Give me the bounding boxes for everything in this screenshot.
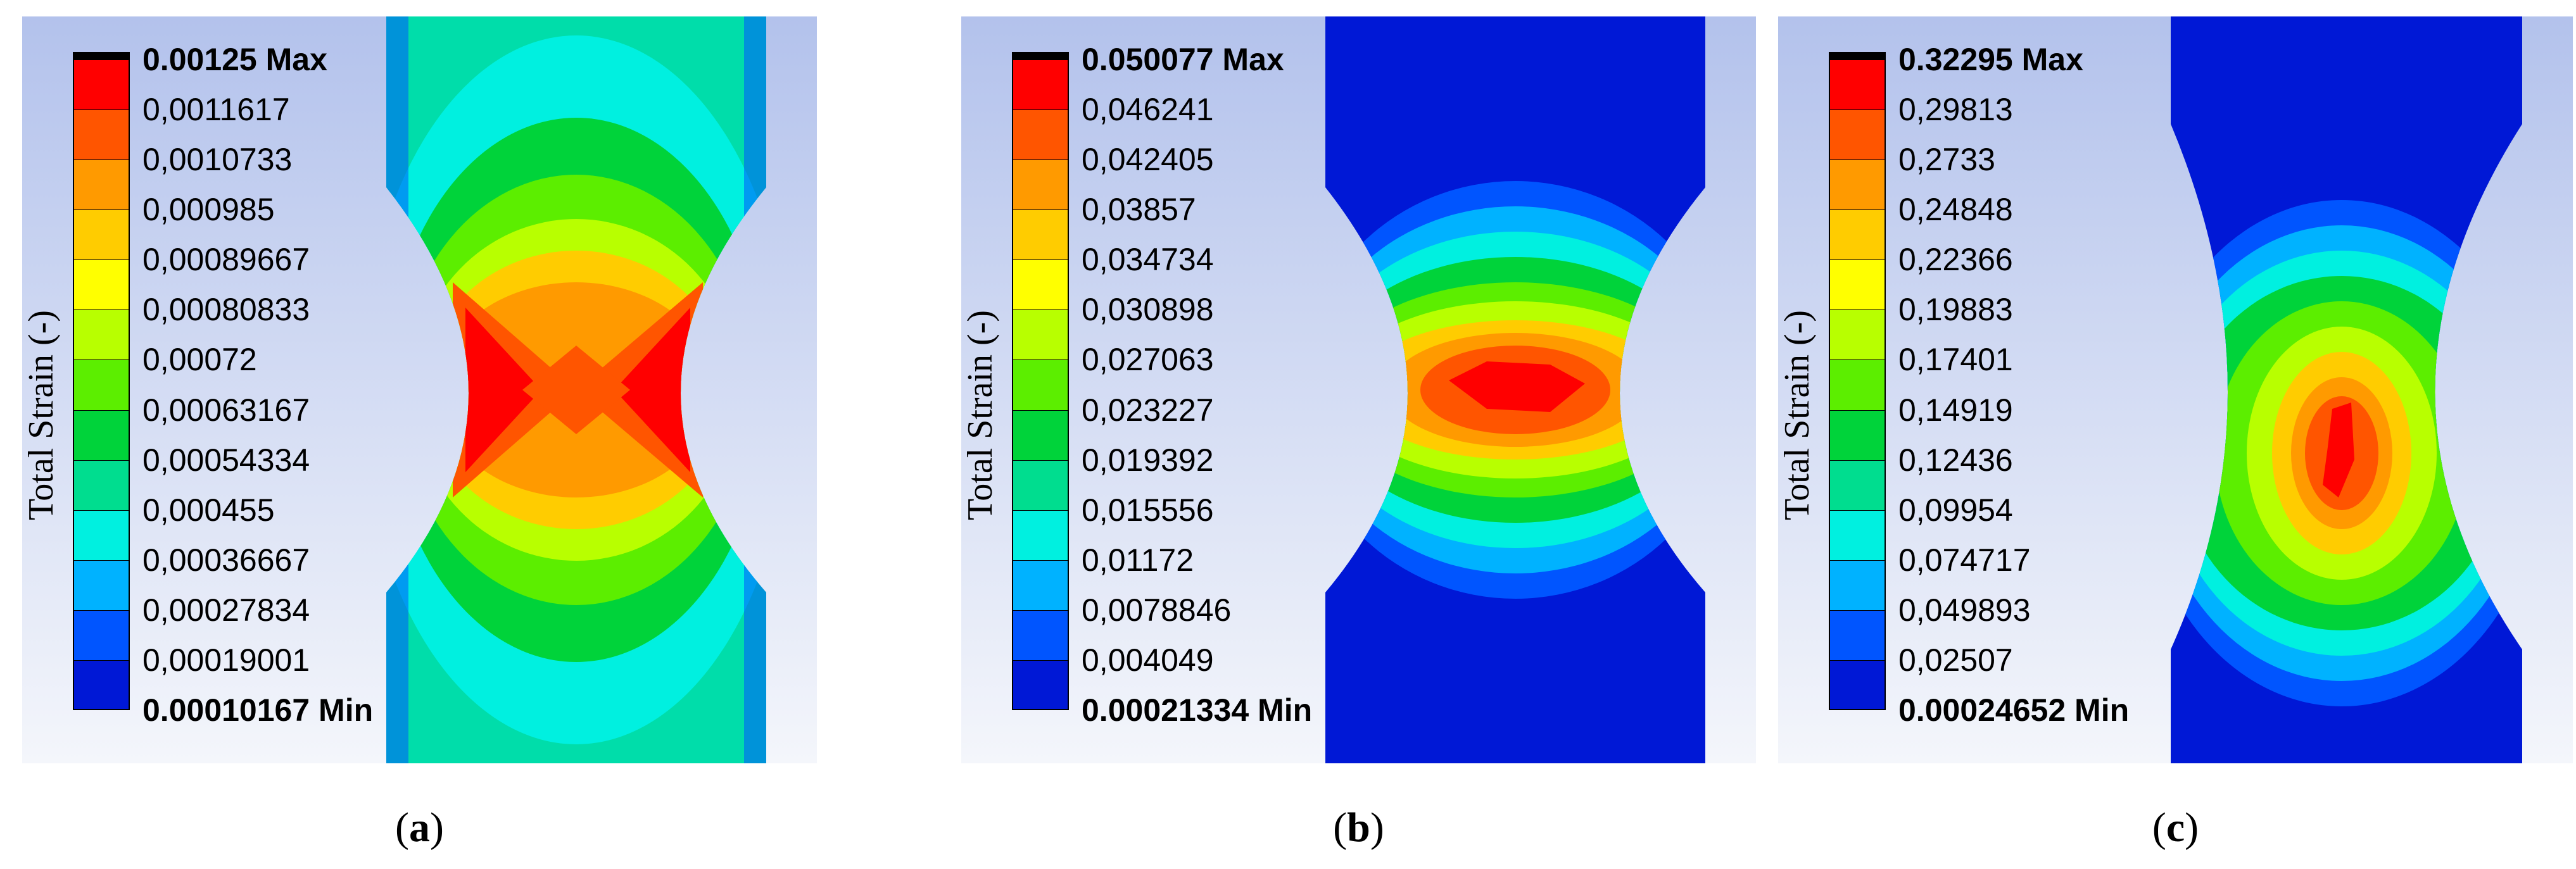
- legend-tick-label: 0,03857: [1082, 192, 1196, 228]
- legend-tick-label: 0,042405: [1082, 142, 1214, 178]
- legend-tick-label: 0,00019001: [142, 642, 310, 678]
- legend-tick-label: 0,0011617: [142, 92, 290, 128]
- legend-swatch: [1012, 259, 1069, 310]
- legend-tick-label: 0,17401: [1898, 342, 2013, 378]
- legend-swatch: [1829, 209, 1886, 260]
- legend-min-label: 0.00024652 Min: [1898, 692, 2130, 728]
- legend-swatch: [1829, 460, 1886, 510]
- legend-tick-label: 0,00054334: [142, 442, 310, 478]
- legend-tick-label: 0,049893: [1898, 592, 2031, 628]
- legend-swatch: [73, 309, 130, 360]
- legend-tick-label: 0,19883: [1898, 292, 2013, 328]
- legend-tick-label: 0,00063167: [142, 392, 310, 428]
- legend-tick-label: 0,027063: [1082, 342, 1214, 378]
- axis-title: Total Strain (-): [961, 310, 1000, 520]
- legend-swatch: [1012, 510, 1069, 560]
- legend-min-label: 0.00010167 Min: [142, 692, 374, 728]
- legend-max-label: 0.32295 Max: [1898, 42, 2083, 77]
- legend-tick-label: 0,24848: [1898, 192, 2013, 228]
- legend-swatch: [73, 109, 130, 160]
- color-scale-legend-a: [73, 52, 130, 710]
- legend-swatch: [1829, 259, 1886, 310]
- legend-tick-label: 0,22366: [1898, 242, 2013, 278]
- legend-swatch: [73, 359, 130, 410]
- legend-tick-label: 0,00080833: [142, 292, 310, 328]
- color-scale-legend-c: [1829, 52, 1886, 710]
- legend-tick-label: 0,00027834: [142, 592, 310, 628]
- legend-frame: [1829, 52, 1886, 710]
- legend-swatch: [1012, 159, 1069, 210]
- legend-max-label: 0.00125 Max: [142, 42, 327, 77]
- legend-min-label: 0.00021334 Min: [1082, 692, 1313, 728]
- legend-swatch: [1829, 59, 1886, 110]
- legend-tick-label: 0,09954: [1898, 492, 2013, 528]
- legend-swatch: [1012, 460, 1069, 510]
- legend-max-label: 0.050077 Max: [1082, 42, 1284, 77]
- legend-swatch: [1012, 660, 1069, 710]
- legend-swatch: [73, 259, 130, 310]
- legend-swatch: [1012, 309, 1069, 360]
- legend-tick-label: 0,2733: [1898, 142, 1995, 178]
- legend-swatch: [73, 560, 130, 610]
- legend-swatch: [1012, 610, 1069, 660]
- legend-tick-label: 0,02507: [1898, 642, 2013, 678]
- legend-tick-label: 0,000985: [142, 192, 275, 228]
- panel-a: Total Strain (-) (a) 0.00125 Max 0,001161…: [22, 16, 817, 851]
- legend-swatch: [1829, 409, 1886, 460]
- legend-tick-label: 0,14919: [1898, 392, 2013, 428]
- legend-tick-label: 0,034734: [1082, 242, 1214, 278]
- legend-swatch: [73, 510, 130, 560]
- legend-tick-label: 0,01172: [1082, 542, 1194, 578]
- legend-swatch: [1012, 209, 1069, 260]
- legend-tick-label: 0,00089667: [142, 242, 310, 278]
- legend-swatch: [73, 660, 130, 710]
- legend-swatch: [1012, 59, 1069, 110]
- legend-tick-label: 0,29813: [1898, 92, 2013, 128]
- panel-label-b: (b): [1333, 804, 1384, 851]
- panel-c: Total Strain (-) (c) 0.32295 Max 0,29813 0…: [1777, 16, 2573, 851]
- axis-title: Total Strain (-): [22, 310, 61, 520]
- legend-swatch: [1829, 510, 1886, 560]
- axis-title: Total Strain (-): [1777, 310, 1817, 520]
- legend-swatch: [1012, 359, 1069, 410]
- legend-swatch: [1829, 660, 1886, 710]
- panel-b: Total Strain (-) (b) 0.050077 Max 0,04624…: [961, 16, 1756, 851]
- legend-tick-label: 0,074717: [1898, 542, 2031, 578]
- legend-tick-label: 0,0010733: [142, 142, 293, 178]
- legend-swatch: [1829, 359, 1886, 410]
- legend-tick-label: 0,015556: [1082, 492, 1214, 528]
- legend-swatch: [73, 610, 130, 660]
- contour-plot-a: [22, 16, 817, 763]
- legend-tick-label: 0,0078846: [1082, 592, 1232, 628]
- panel-label-a: (a): [395, 804, 444, 851]
- legend-swatch: [73, 409, 130, 460]
- contour-plot-c: [1778, 16, 2573, 763]
- legend-tick-label: 0,004049: [1082, 642, 1214, 678]
- legend-swatch: [73, 159, 130, 210]
- legend-tick-label: 0,00072: [142, 342, 257, 378]
- legend-swatch: [1012, 409, 1069, 460]
- legend-tick-label: 0,00036667: [142, 542, 310, 578]
- legend-tick-label: 0,046241: [1082, 92, 1214, 128]
- legend-swatch: [1829, 159, 1886, 210]
- legend-swatch: [1829, 610, 1886, 660]
- legend-swatch: [73, 59, 130, 110]
- legend-tick-label: 0,030898: [1082, 292, 1214, 328]
- color-scale-legend-b: [1012, 52, 1069, 710]
- legend-swatch: [1829, 560, 1886, 610]
- legend-swatch: [73, 209, 130, 260]
- contour-plot-b: [961, 16, 1756, 763]
- legend-tick-label: 0,019392: [1082, 442, 1214, 478]
- legend-swatch: [73, 460, 130, 510]
- legend-swatch: [1012, 109, 1069, 160]
- legend-frame: [1012, 52, 1069, 710]
- legend-tick-label: 0,000455: [142, 492, 275, 528]
- legend-swatch: [1012, 560, 1069, 610]
- panel-label-c: (c): [2152, 804, 2199, 851]
- legend-tick-label: 0,12436: [1898, 442, 2013, 478]
- legend-swatch: [1829, 109, 1886, 160]
- legend-tick-label: 0,023227: [1082, 392, 1214, 428]
- legend-swatch: [1829, 309, 1886, 360]
- legend-frame: [73, 52, 130, 710]
